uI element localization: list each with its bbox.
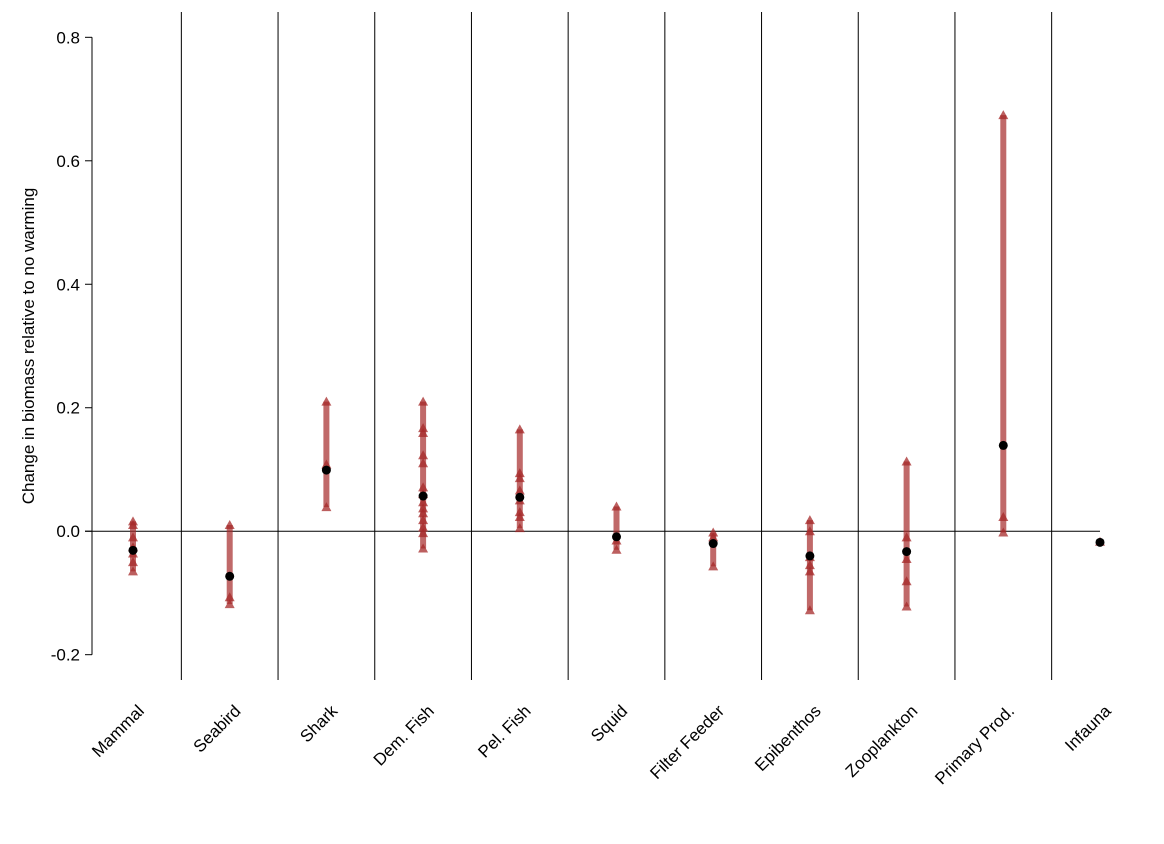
- model-point: [224, 599, 235, 609]
- model-point: [418, 497, 429, 507]
- model-point: [514, 485, 525, 495]
- model-point: [128, 520, 138, 530]
- y-tick-label: 0.6: [56, 152, 80, 171]
- x-tick-label: Mammal: [88, 701, 148, 761]
- model-point: [708, 532, 719, 542]
- model-point: [128, 557, 138, 567]
- model-point: [804, 560, 815, 570]
- mean-dot: [1095, 537, 1105, 547]
- x-tick-label: Seabird: [190, 701, 245, 756]
- model-point: [998, 527, 1009, 537]
- model-point: [128, 566, 138, 576]
- mean-dot: [805, 551, 815, 561]
- model-point: [224, 592, 235, 602]
- model-point: [418, 450, 429, 460]
- mean-dot: [225, 571, 235, 581]
- model-point: [708, 527, 719, 537]
- x-tick-label: Dem. Fish: [370, 701, 438, 769]
- model-point: [418, 428, 429, 438]
- mean-dot: [418, 491, 428, 501]
- model-point: [418, 522, 429, 532]
- mean-dot: [708, 539, 718, 549]
- model-point: [708, 561, 719, 571]
- model-point: [804, 605, 815, 615]
- model-point: [804, 526, 815, 536]
- mean-dot: [998, 440, 1008, 450]
- y-tick-label: 0.0: [56, 522, 80, 541]
- x-tick-label: Pel. Fish: [474, 701, 534, 761]
- model-point: [321, 459, 332, 469]
- model-point: [901, 576, 912, 586]
- x-tick-label: Infauna: [1061, 701, 1115, 755]
- x-tick-label: Filter Feeder: [646, 701, 728, 783]
- model-point: [901, 601, 912, 611]
- model-point: [418, 482, 429, 492]
- y-axis-label: Change in biomass relative to no warming: [19, 188, 38, 505]
- model-point: [418, 543, 429, 553]
- model-point: [611, 544, 622, 554]
- y-tick-label: 0.2: [56, 399, 80, 418]
- mean-dot: [515, 492, 525, 502]
- model-point: [901, 532, 912, 542]
- model-point: [418, 423, 429, 433]
- model-point: [418, 528, 429, 538]
- model-point: [128, 532, 138, 542]
- model-point: [514, 473, 525, 483]
- model-point: [514, 468, 525, 478]
- model-point: [611, 501, 622, 511]
- model-point: [998, 512, 1009, 522]
- model-point: [998, 110, 1009, 120]
- y-tick-label: -0.2: [51, 646, 80, 665]
- model-point: [224, 520, 235, 530]
- x-tick-label: Epibenthos: [751, 701, 825, 775]
- model-point: [514, 523, 525, 533]
- mean-dot: [128, 545, 138, 555]
- x-tick-label: Zooplankton: [842, 701, 922, 781]
- model-point: [418, 503, 429, 513]
- model-point: [418, 508, 429, 518]
- model-point: [901, 456, 912, 466]
- model-point: [321, 502, 332, 512]
- mean-dot: [612, 532, 621, 542]
- model-point: [514, 512, 525, 522]
- model-point: [901, 553, 912, 563]
- model-point: [514, 507, 525, 517]
- model-point: [418, 515, 429, 525]
- y-tick-label: 0.4: [56, 275, 80, 294]
- model-point: [321, 396, 332, 406]
- mean-dot: [321, 465, 331, 475]
- y-tick-label: 0.8: [56, 28, 80, 47]
- model-point: [514, 424, 525, 434]
- model-point: [418, 458, 429, 468]
- x-tick-label: Shark: [296, 701, 341, 746]
- x-tick-label: Primary Prod.: [931, 701, 1018, 788]
- mean-dot: [902, 547, 912, 557]
- model-point: [804, 515, 815, 525]
- model-point: [418, 396, 429, 406]
- model-point: [804, 566, 815, 576]
- x-tick-label: Squid: [587, 701, 631, 745]
